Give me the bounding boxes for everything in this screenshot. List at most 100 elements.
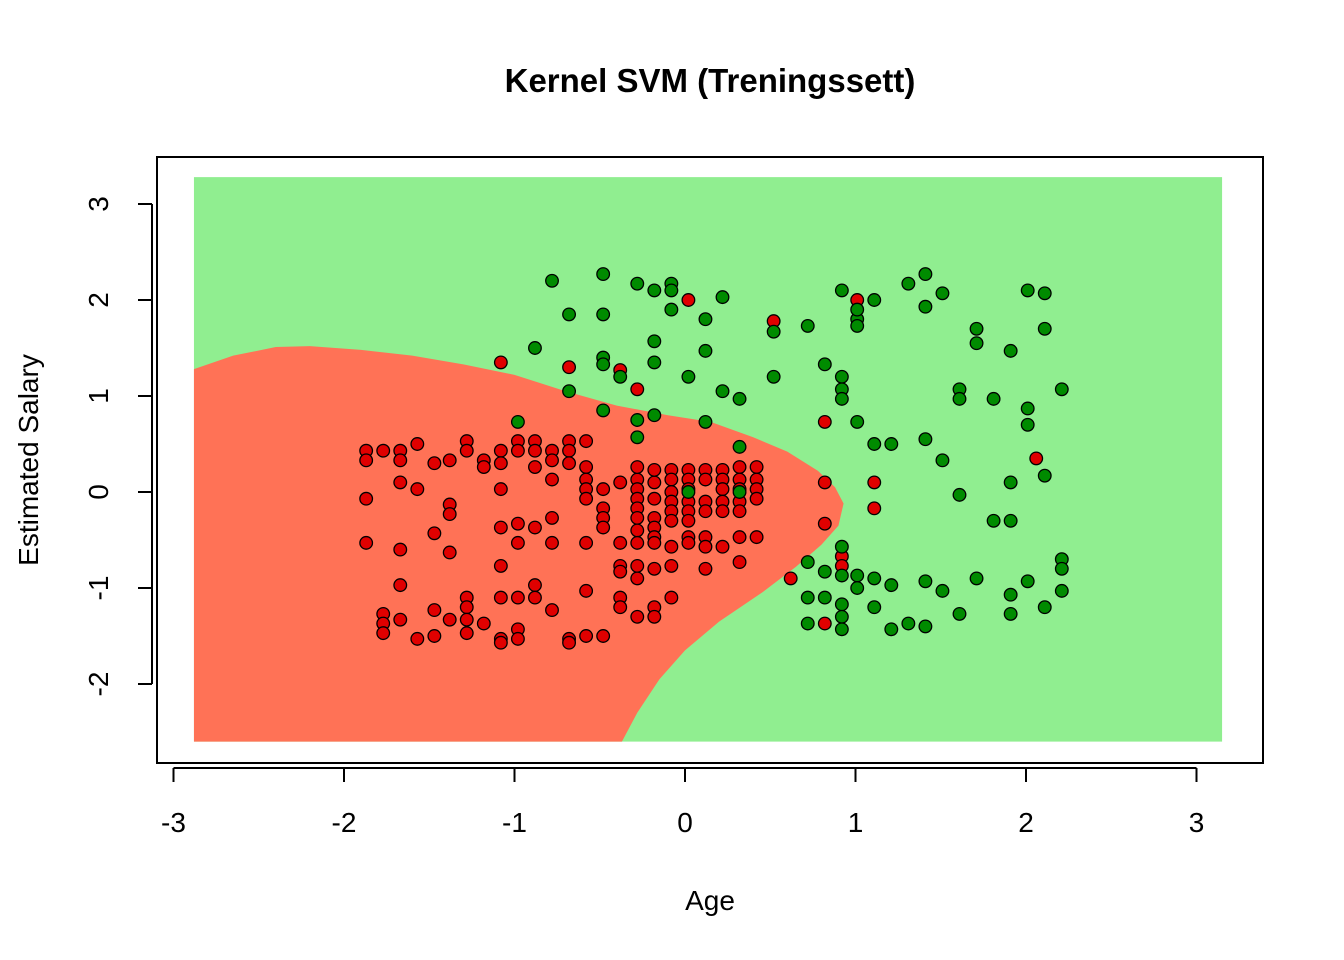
data-point-class-1 — [935, 583, 950, 598]
data-point-class-1 — [817, 590, 832, 605]
data-point-class-1 — [867, 571, 882, 586]
data-point-class-0 — [476, 616, 491, 631]
data-point-class-1 — [834, 622, 849, 637]
data-point-class-0 — [630, 558, 645, 573]
data-point-class-1 — [817, 357, 832, 372]
data-point-class-1 — [1003, 343, 1018, 358]
data-point-class-0 — [410, 437, 425, 451]
data-point-class-1 — [867, 437, 882, 451]
data-point-class-1 — [834, 539, 849, 554]
data-point-class-0 — [1029, 451, 1044, 466]
data-point-class-0 — [427, 629, 442, 643]
data-point-class-1 — [952, 391, 967, 406]
data-point-class-1 — [1054, 561, 1069, 576]
data-point-class-1 — [715, 384, 730, 399]
data-point-class-1 — [766, 369, 781, 384]
x-tick-label: -1 — [502, 807, 527, 838]
data-point-class-1 — [901, 616, 916, 631]
data-point-class-1 — [664, 283, 679, 298]
data-point-class-1 — [884, 578, 899, 593]
points-layer — [359, 267, 1069, 650]
y-tick-label: -1 — [83, 576, 114, 601]
data-point-class-1 — [800, 616, 815, 631]
data-point-class-0 — [493, 635, 508, 650]
data-point-class-0 — [562, 456, 577, 471]
data-point-class-1 — [1003, 513, 1018, 528]
data-point-class-1 — [986, 391, 1001, 406]
data-point-class-0 — [579, 434, 594, 449]
data-point-class-0 — [393, 612, 408, 627]
data-point-class-1 — [647, 283, 662, 298]
data-point-class-0 — [510, 535, 525, 550]
data-point-class-1 — [630, 430, 645, 445]
data-point-class-0 — [698, 504, 713, 519]
data-point-class-0 — [579, 583, 594, 598]
data-point-class-1 — [834, 609, 849, 624]
data-point-class-0 — [613, 600, 628, 615]
y-tick-label: 3 — [83, 196, 114, 212]
data-point-class-1 — [901, 276, 916, 291]
data-point-class-0 — [493, 520, 508, 535]
data-point-class-0 — [681, 513, 696, 528]
data-point-class-0 — [732, 504, 747, 519]
data-point-class-0 — [528, 443, 542, 458]
data-point-class-1 — [1037, 286, 1052, 301]
y-tick-label: 1 — [83, 388, 114, 404]
data-point-class-0 — [732, 530, 747, 545]
data-point-class-1 — [630, 276, 645, 291]
data-point-class-1 — [681, 369, 696, 384]
x-tick-label: 1 — [848, 807, 864, 838]
x-tick-label: 0 — [677, 807, 693, 838]
data-point-class-1 — [1037, 321, 1052, 336]
data-point-class-0 — [647, 462, 662, 477]
data-point-class-1 — [969, 336, 984, 351]
data-point-class-0 — [359, 535, 374, 550]
data-point-class-1 — [1054, 583, 1069, 598]
data-point-class-1 — [952, 606, 967, 621]
data-point-class-0 — [528, 578, 542, 593]
data-point-class-0 — [630, 382, 645, 397]
data-point-class-1 — [969, 321, 984, 336]
y-tick-label: 2 — [83, 292, 114, 308]
data-point-class-0 — [664, 472, 679, 487]
data-point-class-1 — [613, 369, 628, 384]
data-point-class-0 — [545, 535, 559, 550]
data-point-class-1 — [1020, 283, 1035, 298]
data-point-class-0 — [562, 360, 577, 375]
data-point-class-1 — [935, 286, 950, 301]
x-tick-label: 3 — [1189, 807, 1205, 838]
data-point-class-0 — [647, 561, 662, 576]
x-tick-label: -3 — [161, 807, 186, 838]
data-point-class-0 — [579, 491, 594, 506]
data-point-class-1 — [850, 568, 865, 583]
data-point-class-0 — [630, 460, 645, 474]
data-point-class-0 — [681, 293, 696, 307]
data-point-class-1 — [664, 302, 679, 317]
data-point-class-0 — [493, 443, 508, 458]
data-point-class-1 — [681, 485, 696, 499]
data-point-class-0 — [630, 510, 645, 525]
data-point-class-1 — [850, 302, 865, 317]
data-point-class-1 — [596, 403, 611, 418]
data-point-class-0 — [493, 355, 508, 370]
data-point-class-1 — [732, 439, 747, 454]
data-point-class-0 — [427, 603, 442, 618]
data-point-class-0 — [510, 516, 525, 531]
data-point-class-1 — [918, 267, 933, 282]
data-point-class-0 — [442, 545, 457, 560]
data-point-class-0 — [698, 539, 713, 554]
data-point-class-1 — [969, 571, 984, 586]
data-point-class-0 — [664, 539, 679, 554]
data-point-class-1 — [918, 619, 933, 634]
data-point-class-1 — [952, 487, 967, 502]
data-point-class-1 — [1003, 606, 1018, 621]
plot-frame — [156, 156, 1264, 764]
data-point-class-0 — [732, 460, 747, 474]
data-point-class-0 — [545, 453, 559, 468]
data-point-class-1 — [698, 312, 713, 327]
data-point-class-1 — [986, 513, 1001, 528]
data-point-class-0 — [749, 530, 764, 545]
data-point-class-1 — [596, 267, 611, 282]
data-point-class-0 — [630, 523, 645, 538]
